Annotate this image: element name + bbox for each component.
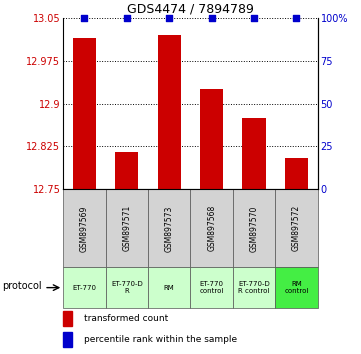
Text: GSM897570: GSM897570: [249, 205, 258, 252]
Title: GDS4474 / 7894789: GDS4474 / 7894789: [127, 2, 254, 15]
Bar: [63, 311, 72, 326]
Bar: [148, 267, 191, 308]
Text: GSM897572: GSM897572: [292, 205, 301, 251]
Bar: [63, 189, 105, 267]
Text: RM: RM: [164, 285, 175, 291]
Text: ET-770-D
R: ET-770-D R: [111, 281, 143, 294]
Text: ET-770
control: ET-770 control: [199, 281, 224, 294]
Text: ET-770: ET-770: [73, 285, 96, 291]
Bar: [200, 89, 223, 189]
Point: [251, 15, 257, 21]
Text: transformed count: transformed count: [83, 314, 168, 323]
Bar: [190, 189, 233, 267]
Bar: [233, 189, 275, 267]
Bar: [105, 267, 148, 308]
Bar: [157, 35, 181, 189]
Text: GSM897573: GSM897573: [165, 205, 174, 252]
Bar: [275, 267, 318, 308]
Bar: [242, 118, 266, 189]
Bar: [73, 38, 96, 189]
Point: [209, 15, 214, 21]
Text: ET-770-D
R control: ET-770-D R control: [238, 281, 270, 294]
Bar: [148, 189, 191, 267]
Text: GSM897568: GSM897568: [207, 205, 216, 251]
Bar: [285, 158, 308, 189]
Point: [166, 15, 172, 21]
Text: RM
control: RM control: [284, 281, 309, 294]
Point: [293, 15, 299, 21]
Bar: [105, 189, 148, 267]
Bar: [233, 267, 275, 308]
Bar: [63, 267, 105, 308]
Text: percentile rank within the sample: percentile rank within the sample: [83, 335, 237, 344]
Bar: [63, 332, 72, 347]
Text: GSM897571: GSM897571: [122, 205, 131, 251]
Bar: [275, 189, 318, 267]
Text: protocol: protocol: [2, 281, 42, 291]
Text: GSM897569: GSM897569: [80, 205, 89, 252]
Bar: [115, 152, 139, 189]
Bar: [190, 267, 233, 308]
Point: [124, 15, 130, 21]
Point: [82, 15, 87, 21]
